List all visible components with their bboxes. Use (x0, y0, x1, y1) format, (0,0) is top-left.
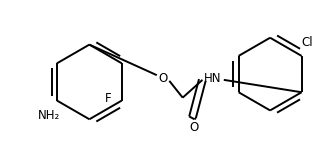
Text: F: F (105, 92, 111, 105)
Text: O: O (159, 71, 168, 84)
Text: NH₂: NH₂ (38, 109, 60, 122)
Text: Cl: Cl (302, 36, 313, 49)
Text: O: O (190, 121, 199, 134)
Text: HN: HN (204, 71, 221, 84)
